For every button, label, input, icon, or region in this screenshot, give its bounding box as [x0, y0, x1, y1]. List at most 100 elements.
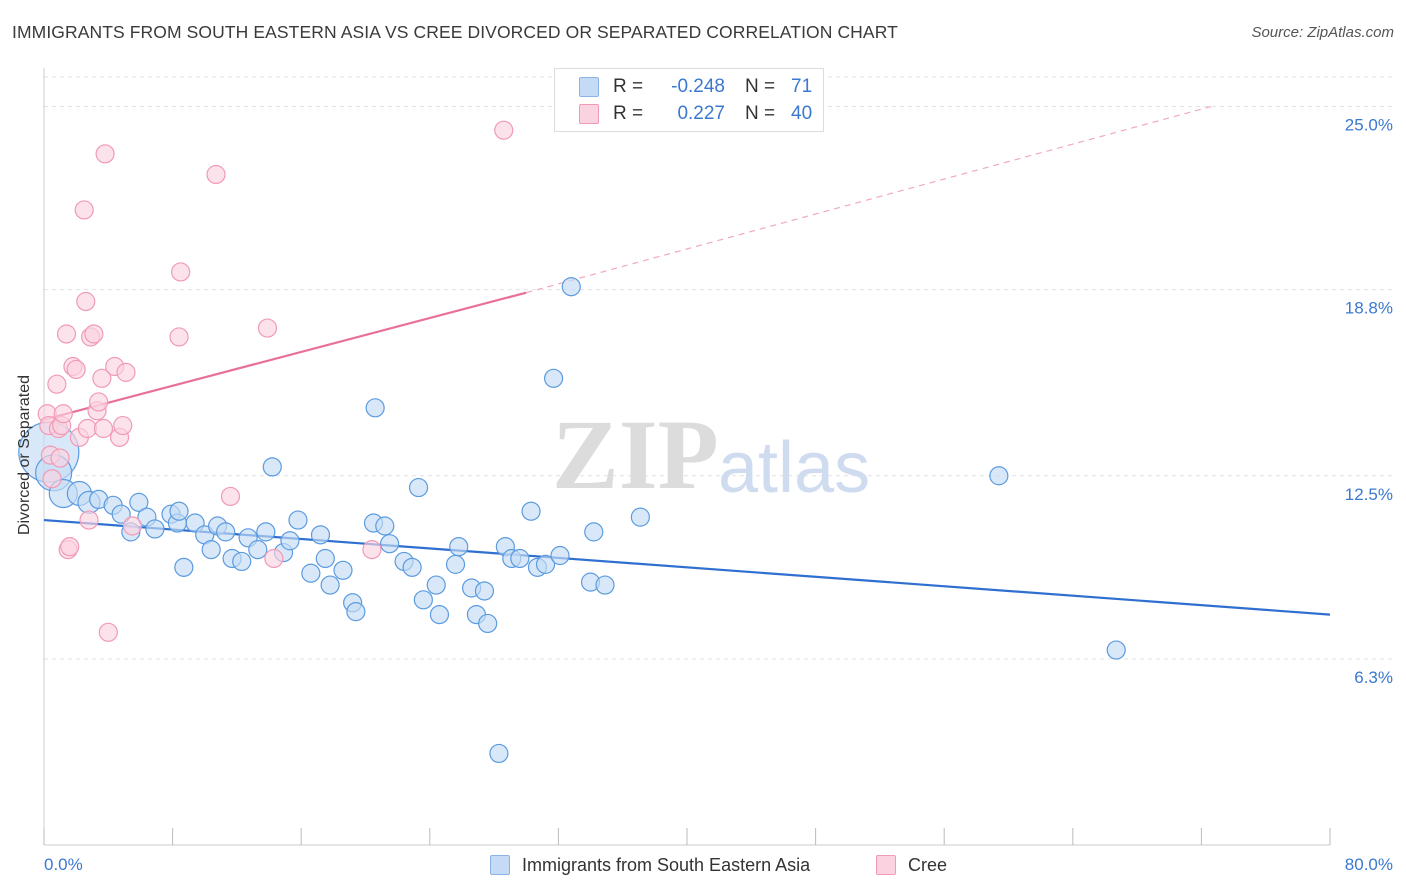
- point-cree: [79, 510, 99, 530]
- point-cree: [264, 548, 284, 569]
- point-south-eastern-asia: [535, 554, 556, 574]
- point-south-eastern-asia: [595, 575, 615, 595]
- point-south-eastern-asia: [129, 492, 149, 512]
- point-south-eastern-asia: [561, 277, 581, 297]
- point-cree: [116, 362, 136, 382]
- point-cree: [47, 374, 67, 394]
- point-cree: [494, 120, 514, 140]
- legend-swatch-blue: [490, 855, 510, 875]
- point-south-eastern-asia: [315, 548, 335, 569]
- legend-row-blue: R = -0.248 N = 71: [555, 74, 831, 100]
- point-south-eastern-asia: [550, 545, 570, 566]
- point-south-eastern-asia: [989, 466, 1009, 486]
- point-south-eastern-asia: [489, 743, 509, 764]
- point-cree: [74, 200, 94, 220]
- point-south-eastern-asia: [288, 510, 308, 530]
- trend-line-cree-extension: [526, 105, 1212, 294]
- point-cree: [95, 144, 115, 164]
- point-cree: [66, 359, 86, 380]
- point-south-eastern-asia: [320, 575, 340, 595]
- y-tick-label: 6.3%: [1354, 668, 1393, 687]
- legend-swatch-pink: [876, 855, 896, 875]
- point-cree: [42, 469, 62, 489]
- x-tick-label: 80.0%: [1345, 855, 1393, 874]
- watermark-atlas: atlas: [718, 428, 870, 508]
- point-south-eastern-asia: [111, 504, 131, 524]
- legend-label-blue: Immigrants from South Eastern Asia: [522, 854, 811, 875]
- point-south-eastern-asia: [262, 457, 282, 477]
- point-cree: [89, 392, 109, 412]
- point-south-eastern-asia: [216, 522, 236, 542]
- point-south-eastern-asia: [429, 604, 450, 625]
- point-south-eastern-asia: [521, 501, 541, 521]
- point-south-eastern-asia: [413, 590, 433, 610]
- data-points: [18, 120, 1126, 764]
- legend-n-label: N =: [745, 76, 776, 97]
- point-south-eastern-asia: [510, 548, 530, 569]
- y-tick-label: 12.5%: [1345, 485, 1393, 504]
- point-south-eastern-asia: [1106, 640, 1126, 660]
- point-cree: [92, 368, 112, 388]
- point-cree: [50, 448, 70, 468]
- point-south-eastern-asia: [346, 602, 366, 622]
- point-cree: [60, 537, 80, 557]
- point-cree: [169, 327, 189, 347]
- point-south-eastern-asia: [584, 522, 604, 542]
- point-south-eastern-asia: [449, 537, 469, 557]
- point-cree: [362, 540, 382, 560]
- point-south-eastern-asia: [248, 540, 268, 560]
- point-cree: [56, 324, 77, 344]
- legend-n-label: N =: [745, 103, 776, 124]
- point-cree: [76, 291, 96, 312]
- point-cree: [122, 516, 143, 536]
- source-label: Source: ZipAtlas.com: [1251, 24, 1394, 41]
- point-south-eastern-asia: [478, 613, 498, 634]
- y-axis-label: Divorced or Separated: [16, 374, 33, 536]
- legend-n-value: 40: [791, 103, 813, 124]
- point-south-eastern-asia: [169, 501, 189, 521]
- point-south-eastern-asia: [375, 516, 395, 536]
- point-cree: [220, 486, 241, 507]
- legend-r-value: -0.248: [671, 76, 725, 97]
- watermark-zip: ZIP: [552, 399, 719, 510]
- point-cree: [84, 324, 104, 344]
- point-south-eastern-asia: [333, 560, 353, 580]
- series-legend: Immigrants from South Eastern Asia Cree: [0, 852, 1406, 878]
- legend-r-value: 0.227: [677, 103, 725, 124]
- chart-title: IMMIGRANTS FROM SOUTH EASTERN ASIA VS CR…: [12, 22, 898, 42]
- legend-item-cree[interactable]: Cree: [876, 852, 947, 878]
- point-cree: [77, 418, 98, 439]
- point-south-eastern-asia: [426, 575, 446, 595]
- point-south-eastern-asia: [543, 368, 564, 388]
- point-south-eastern-asia: [365, 398, 385, 418]
- legend-r-label: R =: [613, 76, 644, 97]
- point-cree: [98, 622, 118, 642]
- point-south-eastern-asia: [445, 554, 466, 574]
- legend-item-south-eastern-asia[interactable]: Immigrants from South Eastern Asia: [490, 852, 810, 878]
- point-cree: [93, 418, 114, 439]
- point-south-eastern-asia: [280, 531, 300, 551]
- legend-row-pink: R = 0.227 N = 40: [555, 101, 831, 127]
- point-south-eastern-asia: [408, 477, 429, 498]
- point-south-eastern-asia: [174, 557, 194, 577]
- grid-lines: [44, 76, 1392, 660]
- x-tick-label: 0.0%: [44, 855, 83, 874]
- point-cree: [171, 262, 191, 282]
- legend-swatch-blue: [579, 77, 599, 97]
- trend-line-cree: [43, 291, 527, 421]
- point-cree: [257, 318, 278, 338]
- watermark: ZIP atlas: [552, 399, 870, 510]
- point-cree: [53, 404, 73, 424]
- legend-n-value: 71: [791, 76, 813, 97]
- correlation-legend: R = -0.248 N = 71 R = 0.227 N = 40: [554, 68, 824, 132]
- point-south-eastern-asia: [232, 551, 252, 572]
- point-south-eastern-asia: [380, 534, 400, 554]
- point-south-eastern-asia: [256, 522, 276, 542]
- legend-label-pink: Cree: [908, 854, 948, 875]
- y-tick-label: 18.8%: [1345, 299, 1393, 318]
- point-south-eastern-asia: [145, 519, 165, 539]
- point-cree: [113, 415, 133, 436]
- point-south-eastern-asia: [630, 507, 650, 527]
- point-cree: [206, 164, 226, 185]
- tick-labels: 6.3% 12.5% 18.8% 25.0% 0.0% 80.0%: [44, 116, 1393, 874]
